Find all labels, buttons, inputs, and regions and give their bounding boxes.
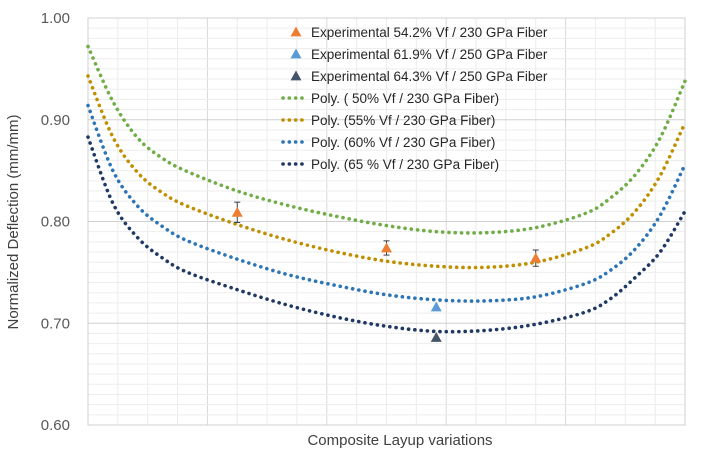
legend-label: Experimental 54.2% Vf / 230 GPa Fiber — [311, 25, 548, 40]
data-point-series-0 — [381, 242, 392, 253]
trendline-series-4 — [86, 74, 687, 270]
trendline-series-6 — [86, 135, 687, 334]
y-axis-ticks: 0.60 0.70 0.80 0.90 1.00 — [41, 10, 70, 434]
trendline-series-5 — [86, 103, 687, 303]
plot-area — [86, 44, 687, 342]
legend: Experimental 54.2% Vf / 230 GPa Fiber Exp… — [281, 25, 548, 172]
legend-label: Poly. (65 % Vf / 230 GPa Fiber) — [311, 157, 499, 172]
data-point-series-2 — [430, 331, 442, 342]
grid — [87, 17, 686, 426]
y-axis-label: Normalized Deflection (mm/mm) — [5, 114, 22, 329]
legend-label: Experimental 61.9% Vf / 250 GPa Fiber — [311, 47, 548, 62]
y-tick-label: 1.00 — [41, 10, 70, 27]
legend-label: Poly. ( 50% Vf / 230 GPa Fiber) — [311, 91, 499, 106]
legend-item: Poly. (65 % Vf / 230 GPa Fiber) — [281, 157, 499, 172]
legend-item: Poly. (60% Vf / 230 GPa Fiber) — [281, 135, 495, 150]
legend-item: Poly. (55% Vf / 230 GPa Fiber) — [281, 113, 495, 128]
data-point-series-1 — [430, 301, 442, 312]
legend-item: Poly. ( 50% Vf / 230 GPa Fiber) — [281, 91, 499, 106]
trendline-series-3 — [86, 44, 687, 235]
legend-label: Poly. (60% Vf / 230 GPa Fiber) — [311, 135, 495, 150]
legend-marker — [290, 48, 302, 59]
legend-item: Experimental 61.9% Vf / 250 GPa Fiber — [290, 47, 548, 62]
legend-label: Poly. (55% Vf / 230 GPa Fiber) — [311, 113, 495, 128]
legend-item: Experimental 64.3% Vf / 250 GPa Fiber — [290, 69, 548, 84]
data-point-series-0 — [231, 206, 243, 217]
legend-label: Experimental 64.3% Vf / 250 GPa Fiber — [311, 69, 548, 84]
y-tick-label: 0.80 — [41, 214, 70, 231]
x-axis-label: Composite Layup variations — [307, 432, 492, 449]
y-tick-label: 0.60 — [41, 417, 70, 434]
plot-border — [87, 17, 686, 426]
y-tick-label: 0.70 — [41, 315, 70, 332]
legend-marker — [290, 26, 302, 37]
legend-marker — [290, 70, 302, 81]
legend-item: Experimental 54.2% Vf / 230 GPa Fiber — [290, 25, 548, 40]
y-tick-label: 0.90 — [41, 112, 70, 129]
data-point-series-0 — [530, 252, 542, 263]
